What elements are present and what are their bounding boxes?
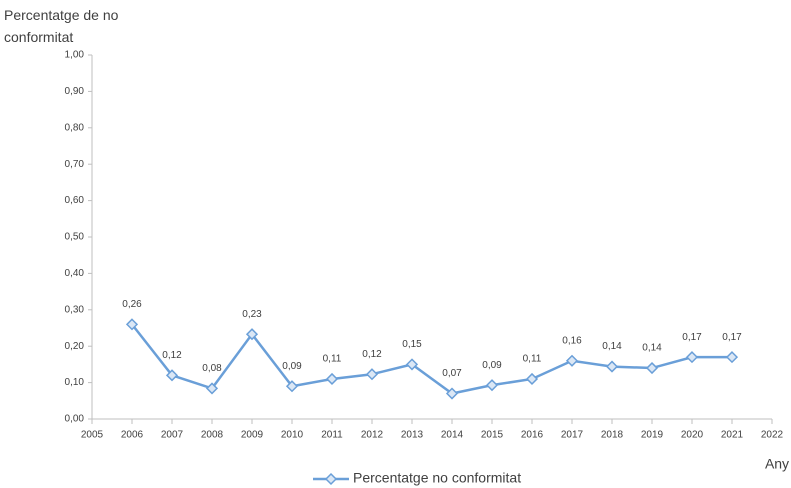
data-label: 0,11: [323, 354, 342, 365]
x-tick-label: 2011: [321, 430, 343, 441]
y-tick-label: 0,70: [65, 159, 85, 170]
x-tick-label: 2005: [81, 430, 104, 441]
y-tick-label: 0,30: [65, 304, 85, 315]
marker: [325, 372, 339, 386]
legend-marker: [324, 472, 338, 486]
marker: [245, 328, 259, 341]
x-tick-label: 2018: [601, 430, 624, 441]
y-tick-label: 0,00: [65, 414, 85, 425]
x-tick-label: 2010: [281, 430, 304, 441]
x-tick-label: 2006: [121, 430, 144, 441]
data-label: 0,09: [282, 361, 302, 372]
x-axis-label: Any: [765, 456, 789, 472]
marker: [605, 360, 619, 373]
x-tick-label: 2012: [361, 430, 384, 441]
marker: [405, 358, 419, 371]
data-label: 0,11: [523, 354, 542, 365]
y-tick-label: 0,60: [65, 195, 85, 206]
legend-label: Percentatge no conformitat: [353, 470, 521, 486]
data-label: 0,14: [642, 343, 662, 354]
marker: [525, 372, 539, 386]
data-label: 0,23: [242, 309, 262, 320]
data-label: 0,09: [482, 360, 502, 371]
data-label: 0,12: [162, 350, 182, 361]
x-tick-label: 2015: [481, 430, 504, 441]
marker: [165, 369, 179, 382]
data-label: 0,14: [602, 341, 622, 352]
marker: [685, 351, 699, 364]
data-label: 0,16: [562, 335, 582, 346]
x-tick-label: 2014: [441, 430, 464, 441]
marker: [445, 387, 459, 400]
marker: [285, 380, 299, 393]
y-tick-label: 0,40: [65, 268, 85, 279]
x-tick-label: 2009: [241, 430, 264, 441]
marker: [125, 318, 139, 331]
y-tick-label: 0,20: [65, 341, 85, 352]
x-tick-label: 2008: [201, 430, 224, 441]
y-axis-label: Percentatge de no conformitat: [4, 7, 119, 45]
x-tick-label: 2020: [681, 430, 704, 441]
x-tick-label: 2021: [721, 430, 744, 441]
y-tick-label: 0,10: [65, 377, 85, 388]
y-tick-label: 0,90: [65, 86, 85, 97]
data-label: 0,08: [202, 363, 222, 374]
x-tick-label: 2017: [561, 430, 584, 441]
y-tick-label: 0,50: [65, 232, 85, 243]
data-label: 0,17: [682, 332, 702, 343]
marker: [365, 368, 379, 381]
x-tick-label: 2007: [161, 430, 184, 441]
x-tick-label: 2019: [641, 430, 664, 441]
marker: [725, 351, 739, 364]
data-label: 0,17: [722, 332, 742, 343]
data-label: 0,15: [402, 339, 422, 350]
data-label: 0,12: [362, 349, 382, 360]
x-tick-label: 2016: [521, 430, 544, 441]
x-tick-label: 2022: [761, 430, 784, 441]
series-line: [131, 323, 732, 395]
data-label: 0,07: [442, 368, 462, 379]
x-tick-label: 2013: [401, 430, 424, 441]
y-tick-label: 0,80: [65, 122, 85, 133]
y-tick-label: 1,00: [65, 50, 85, 61]
marker: [485, 379, 499, 392]
marker: [205, 382, 219, 395]
marker: [645, 361, 659, 375]
data-label: 0,26: [122, 299, 142, 310]
marker: [565, 354, 579, 367]
